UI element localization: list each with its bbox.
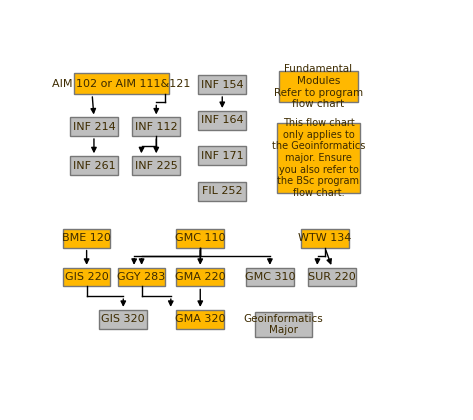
Text: GIS 220: GIS 220: [65, 272, 108, 282]
FancyBboxPatch shape: [246, 268, 294, 286]
FancyBboxPatch shape: [199, 111, 246, 130]
Text: This flow chart
only applies to
the Geoinformatics
major. Ensure
you also refer : This flow chart only applies to the Geoi…: [272, 118, 365, 198]
FancyBboxPatch shape: [176, 310, 224, 328]
FancyBboxPatch shape: [70, 117, 118, 136]
FancyBboxPatch shape: [176, 268, 224, 286]
Text: FIL 252: FIL 252: [202, 186, 243, 197]
FancyBboxPatch shape: [70, 156, 118, 175]
Text: BME 120: BME 120: [62, 233, 111, 243]
Text: INF 261: INF 261: [73, 160, 115, 171]
Text: INF 154: INF 154: [201, 80, 244, 90]
FancyBboxPatch shape: [308, 268, 356, 286]
FancyBboxPatch shape: [74, 73, 169, 94]
FancyBboxPatch shape: [255, 312, 312, 336]
Text: AIM 102 or AIM 111&121: AIM 102 or AIM 111&121: [52, 79, 191, 89]
FancyBboxPatch shape: [279, 71, 358, 102]
FancyBboxPatch shape: [132, 156, 180, 175]
Text: GMC 110: GMC 110: [175, 233, 226, 243]
Text: WTW 134: WTW 134: [298, 233, 351, 243]
Text: GGY 283: GGY 283: [117, 272, 166, 282]
FancyBboxPatch shape: [176, 229, 224, 248]
FancyBboxPatch shape: [277, 123, 359, 193]
FancyBboxPatch shape: [99, 310, 147, 328]
FancyBboxPatch shape: [132, 117, 180, 136]
Text: GMC 310: GMC 310: [245, 272, 295, 282]
Text: Fundamental
Modules
Refer to program
flow chart: Fundamental Modules Refer to program flo…: [274, 64, 363, 109]
FancyBboxPatch shape: [301, 229, 349, 248]
Text: INF 112: INF 112: [135, 122, 177, 132]
Text: GMA 320: GMA 320: [175, 314, 226, 324]
Text: Geoinformatics
Major: Geoinformatics Major: [244, 314, 324, 335]
Text: INF 214: INF 214: [72, 122, 115, 132]
Text: INF 225: INF 225: [135, 160, 178, 171]
Text: GIS 320: GIS 320: [102, 314, 145, 324]
Text: GMA 220: GMA 220: [175, 272, 226, 282]
FancyBboxPatch shape: [63, 268, 110, 286]
Text: SUR 220: SUR 220: [308, 272, 356, 282]
FancyBboxPatch shape: [199, 147, 246, 165]
FancyBboxPatch shape: [199, 182, 246, 201]
Text: INF 171: INF 171: [201, 151, 244, 161]
FancyBboxPatch shape: [118, 268, 166, 286]
FancyBboxPatch shape: [63, 229, 110, 248]
FancyBboxPatch shape: [199, 75, 246, 94]
Text: INF 164: INF 164: [201, 115, 244, 125]
